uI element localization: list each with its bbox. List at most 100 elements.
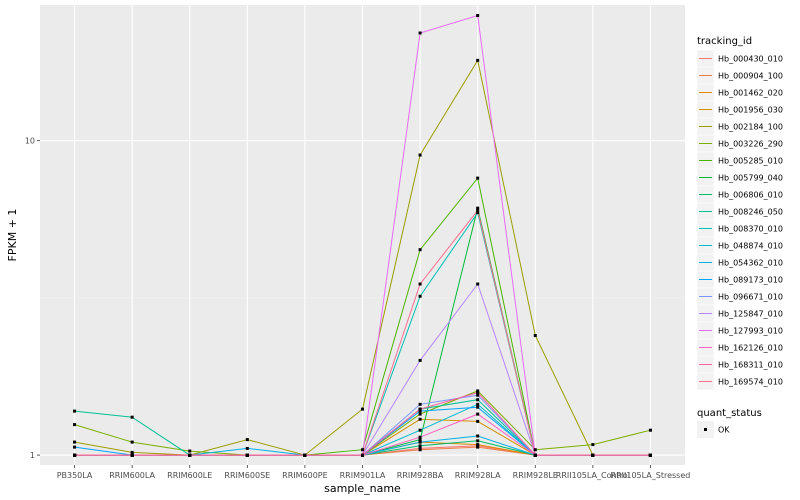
y-axis: 1 10 [25,137,40,460]
x-tick-label: RRIM600PE [282,471,328,480]
legend-quant-status: quant_status OK [697,408,762,438]
legend-item: Hb_005285_010 [696,151,783,170]
legend-label: Hb_001956_030 [718,106,783,115]
data-point [476,391,480,395]
x-tick-label: RRIM600LE [167,471,212,480]
x-tick-label: RRIM600SE [224,471,270,480]
data-point [476,439,480,443]
x-axis: PB350LA RRIM600LA RRIM600LE RRIM600SE RRIM60… [57,465,690,480]
data-points [73,14,652,457]
legend-label: Hb_000904_100 [718,72,783,81]
data-point [418,409,422,413]
data-point [418,31,422,35]
data-point [418,248,422,252]
legend-title: quant_status [697,408,762,419]
legend-item: Hb_005799_040 [696,168,783,187]
data-point [130,450,134,454]
legend-swatch [704,428,707,431]
data-point [476,412,480,416]
data-point [476,206,480,210]
data-point [476,14,480,18]
legend-label: OK [718,426,730,435]
legend-item: OK [697,421,730,438]
data-point [418,153,422,157]
data-point [73,445,77,449]
data-point [73,440,77,444]
data-point [418,417,422,421]
legend-item: Hb_168311_010 [696,355,783,374]
legend-item: Hb_002184_100 [696,117,783,136]
legend-label: Hb_008370_010 [718,225,783,234]
data-point [188,449,192,453]
data-point [476,443,480,447]
y-tick-label: 10 [25,137,35,146]
data-point [418,412,422,416]
legend-label: Hb_005799_040 [718,174,783,183]
data-point [418,282,422,286]
data-point [418,448,422,452]
data-point [418,438,422,442]
legend-item: Hb_006806_010 [696,185,783,204]
legend-title: tracking_id [697,36,752,47]
data-point [130,415,134,419]
legend-tracking-id: tracking_id Hb_000430_010 Hb_000904_100 Hb… [696,36,783,391]
data-point [533,334,537,338]
y-axis-title: FPKM + 1 [6,209,19,262]
data-point [418,407,422,411]
legend-item: Hb_054362_010 [696,253,783,272]
legend-label: Hb_162126_010 [718,344,783,353]
x-tick-label: RRII105LA_Control [556,471,630,480]
x-tick-label: RRIM928LE [513,471,558,480]
data-point [130,453,134,457]
x-tick-label: RRIM901LA [340,471,386,480]
legend-label: Hb_096671_010 [718,293,783,302]
y-tick-label: 1 [30,451,35,460]
legend-label: Hb_002184_100 [718,123,783,132]
data-point [130,440,134,444]
legend-label: Hb_089173_010 [718,276,783,285]
legend-item: Hb_089173_010 [696,270,783,289]
data-point [476,393,480,397]
data-point [245,446,249,450]
data-point [476,405,480,409]
data-point [476,419,480,423]
data-point [361,448,364,452]
legend-label: Hb_127993_010 [718,327,783,336]
legend-item: Hb_001956_030 [696,100,783,119]
data-point [303,453,307,457]
data-point [418,358,422,362]
legend-item: Hb_001462_020 [696,83,783,102]
legend-label: Hb_169574_010 [718,378,783,387]
data-point [418,428,422,432]
data-point [591,443,595,447]
legend-label: Hb_168311_010 [718,361,783,370]
data-point [476,445,480,449]
data-point [533,448,537,452]
x-tick-label: PB350LA [57,471,93,480]
legend-item: Hb_127993_010 [696,321,783,340]
data-point [476,211,480,215]
legend-label: Hb_003226_290 [718,140,783,149]
data-point [73,409,77,413]
x-tick-label: RRIM928LA [455,471,501,480]
legend-label: Hb_008246_050 [718,208,783,217]
data-point [418,294,422,298]
data-point [476,389,480,393]
legend-item: Hb_125847_010 [696,304,783,323]
legend-item: Hb_008246_050 [696,202,783,221]
data-point [418,444,422,448]
legend-label: Hb_006806_010 [718,191,783,200]
data-point [648,453,652,457]
data-point [73,423,77,427]
data-point [418,402,422,406]
legend-label: Hb_005285_010 [718,157,783,166]
x-tick-label: RRIM600LA [109,471,155,480]
legend-item: Hb_048874_010 [696,236,783,255]
data-point [533,453,537,457]
data-point [476,176,480,180]
x-axis-title: sample_name [324,482,401,495]
legend-label: Hb_125847_010 [718,310,783,319]
legend-label: Hb_048874_010 [718,242,783,251]
data-point [476,398,480,402]
data-point [188,453,192,457]
